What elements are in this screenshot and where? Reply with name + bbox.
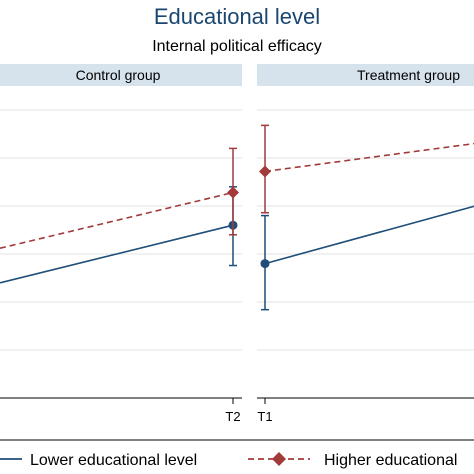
- panel-title-treatment-group: Treatment group: [357, 67, 460, 83]
- chart-title: Educational level: [154, 4, 320, 29]
- x-tick-label: T1: [257, 409, 272, 424]
- panel-title-control-group: Control group: [76, 67, 161, 83]
- legend-label-lower: Lower educational level: [30, 452, 197, 469]
- legend-label-higher: Higher educational: [324, 452, 457, 469]
- legend-marker-higher: [272, 452, 286, 466]
- panel-strip-treatment-group: [257, 64, 474, 86]
- series-line-lower-control-group: [0, 224, 234, 284]
- data-point-diamond: [227, 186, 239, 199]
- panel-strip-control-group: [0, 64, 242, 86]
- data-point-diamond: [259, 165, 271, 178]
- series-line-lower-treatment-group: [264, 205, 474, 265]
- chart-subtitle: Internal political efficacy: [152, 38, 322, 55]
- series-line-higher-control-group: [0, 191, 234, 250]
- x-tick-label: T2: [225, 409, 240, 424]
- series-line-higher-treatment-group: [264, 142, 474, 173]
- data-point-circle: [260, 259, 270, 269]
